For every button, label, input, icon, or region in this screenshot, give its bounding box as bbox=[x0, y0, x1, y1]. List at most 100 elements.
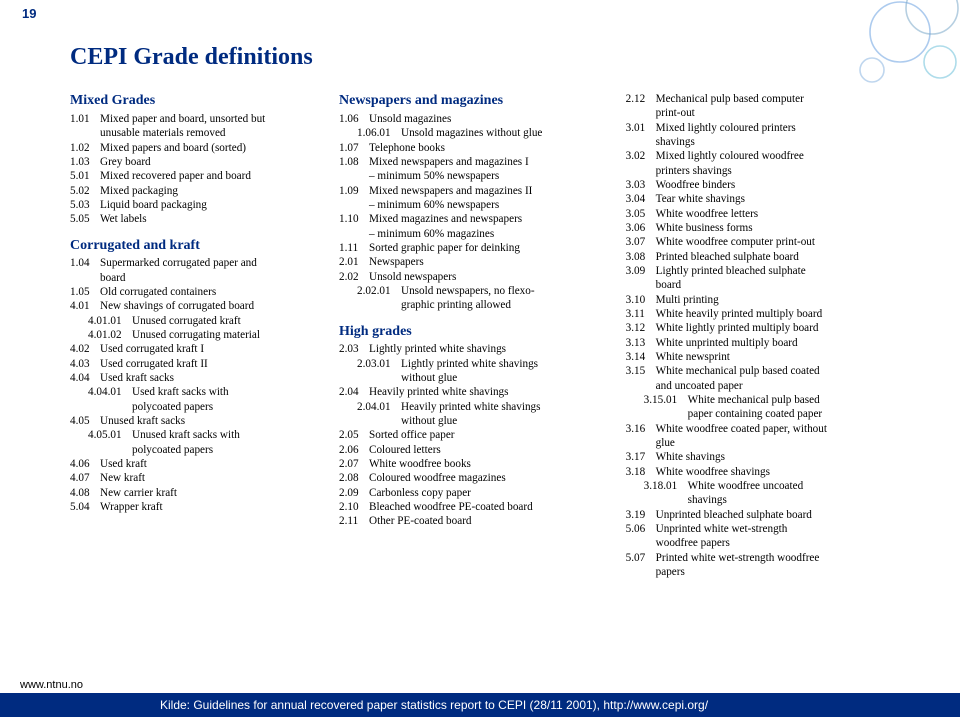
grade-code: 5.07 bbox=[626, 551, 656, 565]
grade-text: Mixed papers and board (sorted) bbox=[100, 141, 313, 155]
grade-code: 2.02.01 bbox=[357, 284, 401, 298]
grade-text: White woodfree books bbox=[369, 457, 600, 471]
grade-code: 3.18.01 bbox=[644, 479, 688, 493]
grade-code: 3.10 bbox=[626, 293, 656, 307]
grade-item: 2.04Heavily printed white shavings bbox=[339, 385, 600, 399]
grade-code: 5.05 bbox=[70, 212, 100, 226]
grade-item-cont: woodfree papers bbox=[626, 536, 900, 550]
footer-bar: Kilde: Guidelines for annual recovered p… bbox=[0, 693, 960, 717]
grade-text: White woodfree letters bbox=[656, 207, 900, 221]
grade-item: 1.07Telephone books bbox=[339, 141, 600, 155]
grade-text: White mechanical pulp based coated bbox=[656, 364, 900, 378]
page-number: 19 bbox=[22, 6, 36, 21]
grade-text: New kraft bbox=[100, 471, 313, 485]
grade-text: Old corrugated containers bbox=[100, 285, 313, 299]
grade-item: 3.10Multi printing bbox=[626, 293, 900, 307]
grade-code: 3.04 bbox=[626, 192, 656, 206]
grade-item: 3.12White lightly printed multiply board bbox=[626, 321, 900, 335]
grade-item: 1.05Old corrugated containers bbox=[70, 285, 313, 299]
grade-item-cont: – minimum 60% newspapers bbox=[339, 198, 600, 212]
footer-site: www.ntnu.no bbox=[20, 679, 83, 691]
grade-code: 5.03 bbox=[70, 198, 100, 212]
grade-item: 5.03Liquid board packaging bbox=[70, 198, 313, 212]
grade-text: Newspapers bbox=[369, 255, 600, 269]
grade-item: 4.07New kraft bbox=[70, 471, 313, 485]
grade-item-cont: board bbox=[70, 271, 313, 285]
grade-item: 3.04Tear white shavings bbox=[626, 192, 900, 206]
grade-code: 2.11 bbox=[339, 514, 369, 528]
grade-text: White lightly printed multiply board bbox=[656, 321, 900, 335]
grade-code: 2.05 bbox=[339, 428, 369, 442]
grade-code: 4.07 bbox=[70, 471, 100, 485]
grade-item-cont: paper containing coated paper bbox=[626, 407, 900, 421]
grade-item: 3.06White business forms bbox=[626, 221, 900, 235]
grade-text: Sorted office paper bbox=[369, 428, 600, 442]
content-columns: Mixed Grades1.01Mixed paper and board, u… bbox=[70, 92, 900, 579]
grade-code: 3.05 bbox=[626, 207, 656, 221]
grade-text: Lightly printed white shavings bbox=[401, 357, 600, 371]
grade-item: 2.01Newspapers bbox=[339, 255, 600, 269]
grade-item: 2.12Mechanical pulp based computer bbox=[626, 92, 900, 106]
grade-text: Mixed newspapers and magazines II bbox=[369, 184, 600, 198]
grade-code: 4.02 bbox=[70, 342, 100, 356]
grade-text: Wet labels bbox=[100, 212, 313, 226]
grade-text: Lightly printed bleached sulphate bbox=[656, 264, 900, 278]
grade-code: 1.11 bbox=[339, 241, 369, 255]
grade-item: 3.08Printed bleached sulphate board bbox=[626, 250, 900, 264]
grade-item: 4.06Used kraft bbox=[70, 457, 313, 471]
grade-text: White business forms bbox=[656, 221, 900, 235]
grade-text: Telephone books bbox=[369, 141, 600, 155]
grade-text: Unsold newspapers bbox=[369, 270, 600, 284]
grade-text: White unprinted multiply board bbox=[656, 336, 900, 350]
grade-text: Mixed recovered paper and board bbox=[100, 169, 313, 183]
grade-item: 5.02Mixed packaging bbox=[70, 184, 313, 198]
grade-code: 2.04.01 bbox=[357, 400, 401, 414]
grade-code: 4.01 bbox=[70, 299, 100, 313]
grade-item-cont: glue bbox=[626, 436, 900, 450]
grade-item-cont: shavings bbox=[626, 493, 900, 507]
grade-item-cont: print-out bbox=[626, 106, 900, 120]
grade-item-cont: printers shavings bbox=[626, 164, 900, 178]
grade-text: Used kraft sacks with bbox=[132, 385, 313, 399]
grade-item: 3.09Lightly printed bleached sulphate bbox=[626, 264, 900, 278]
grade-text: Used kraft bbox=[100, 457, 313, 471]
grade-code: 1.01 bbox=[70, 112, 100, 126]
grade-item: 5.05Wet labels bbox=[70, 212, 313, 226]
grade-item-cont: unusable materials removed bbox=[70, 126, 313, 140]
grade-item: 1.02Mixed papers and board (sorted) bbox=[70, 141, 313, 155]
grade-code: 5.06 bbox=[626, 522, 656, 536]
grade-text: White woodfree shavings bbox=[656, 465, 900, 479]
grade-text: Unused corrugating material bbox=[132, 328, 313, 342]
grade-item: 4.04Used kraft sacks bbox=[70, 371, 313, 385]
grade-text: Tear white shavings bbox=[656, 192, 900, 206]
grade-code: 2.03 bbox=[339, 342, 369, 356]
grade-item: 5.01Mixed recovered paper and board bbox=[70, 169, 313, 183]
grade-code: 1.03 bbox=[70, 155, 100, 169]
grade-code: 2.10 bbox=[339, 500, 369, 514]
grade-item: 4.05.01Unused kraft sacks with bbox=[70, 428, 313, 442]
grade-text: Coloured letters bbox=[369, 443, 600, 457]
grade-item: 2.03Lightly printed white shavings bbox=[339, 342, 600, 356]
grade-code: 3.02 bbox=[626, 149, 656, 163]
grade-item-cont: shavings bbox=[626, 135, 900, 149]
column-3: 2.12Mechanical pulp based computerprint-… bbox=[626, 92, 900, 579]
grade-item: 1.01Mixed paper and board, unsorted but bbox=[70, 112, 313, 126]
grade-text: Unused kraft sacks with bbox=[132, 428, 313, 442]
grade-text: Mixed newspapers and magazines I bbox=[369, 155, 600, 169]
grade-code: 1.06 bbox=[339, 112, 369, 126]
grade-code: 4.08 bbox=[70, 486, 100, 500]
grade-code: 1.05 bbox=[70, 285, 100, 299]
column-2: Newspapers and magazines1.06Unsold magaz… bbox=[339, 92, 600, 579]
grade-text: New shavings of corrugated board bbox=[100, 299, 313, 313]
grade-code: 4.06 bbox=[70, 457, 100, 471]
grade-text: Printed white wet-strength woodfree bbox=[656, 551, 900, 565]
grade-text: New carrier kraft bbox=[100, 486, 313, 500]
grade-code: 1.06.01 bbox=[357, 126, 401, 140]
decorative-circles bbox=[790, 0, 960, 100]
footer-citation: Kilde: Guidelines for annual recovered p… bbox=[160, 698, 708, 712]
grade-code: 2.09 bbox=[339, 486, 369, 500]
grade-text: Unsold magazines bbox=[369, 112, 600, 126]
grade-item: 4.01.01Unused corrugated kraft bbox=[70, 314, 313, 328]
grade-text: White woodfree computer print-out bbox=[656, 235, 900, 249]
grade-text: White woodfree coated paper, without bbox=[656, 422, 900, 436]
